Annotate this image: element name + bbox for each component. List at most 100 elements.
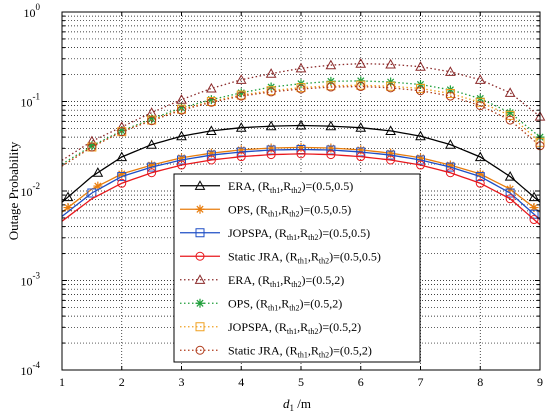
series-marker	[416, 83, 425, 93]
series-marker	[117, 172, 127, 182]
legend-label-part: JOPSPA, (R	[228, 320, 287, 334]
legend-label: Static JRA, (Rth1,Rth2)=(0.5,0.5)	[228, 249, 381, 265]
legend-label-part: th2	[308, 327, 318, 336]
series-marker	[116, 151, 128, 162]
series-0	[61, 119, 541, 203]
series-marker	[505, 194, 515, 204]
series-marker	[326, 150, 336, 160]
y-tick-label: 10-2	[21, 181, 41, 199]
x-tick-label: 4	[238, 375, 244, 389]
series-marker	[416, 160, 425, 170]
series-marker	[505, 108, 515, 118]
series-marker	[147, 162, 157, 172]
series-marker	[117, 127, 127, 137]
legend-label-part: )=(0.5,2)	[300, 296, 343, 310]
series-marker	[356, 152, 366, 162]
legend-label-part: ,R	[278, 296, 289, 310]
series-marker	[528, 191, 540, 202]
x-axis-label-unit: /m	[294, 396, 311, 411]
series-marker	[415, 61, 426, 71]
series-marker	[415, 130, 426, 141]
legend-label: JOPSPA, (Rth1,Rth2)=(0.5,2)	[228, 320, 361, 336]
legend-entry: Static JRA, (Rth1,Rth2)=(0.5,0.5)	[180, 249, 381, 265]
legend-label-part: JOPSPA, (R	[228, 226, 287, 240]
legend-label-part: ,R	[297, 320, 308, 334]
legend-entry: ERA, (Rth1,Rth2)=(0.5,0.5)	[180, 179, 353, 195]
series-marker	[505, 115, 515, 125]
legend-marker	[194, 274, 206, 284]
legend-label-part: Static JRA, (R	[228, 249, 298, 263]
series-marker	[386, 155, 396, 165]
legend-label-part: th1	[268, 209, 278, 218]
series-marker	[386, 83, 396, 93]
x-axis-label: d1 /m	[283, 396, 311, 413]
series-marker	[416, 86, 425, 96]
y-tick-exponent: -1	[33, 92, 41, 102]
legend-box	[173, 173, 421, 363]
legend-label-part: ERA, (R	[228, 273, 270, 287]
x-tick-label: 8	[477, 375, 483, 389]
series-marker	[296, 149, 306, 159]
series-marker	[386, 150, 396, 160]
legend-label-part: )=(0.5,2)	[329, 343, 372, 357]
legend-label-part: th2	[308, 233, 318, 242]
series-7	[61, 82, 545, 167]
series-group	[61, 58, 546, 226]
legend-label-part: )=(0.5,0.5)	[301, 179, 353, 193]
series-marker	[325, 120, 337, 131]
series-marker	[206, 125, 217, 135]
series-marker	[117, 126, 127, 136]
legend: ERA, (Rth1,Rth2)=(0.5,0.5)OPS, (Rth1,Rth…	[173, 173, 421, 363]
series-marker	[236, 145, 246, 155]
legend-label-part: th2	[289, 303, 299, 312]
series-marker	[266, 150, 276, 160]
series-marker	[117, 169, 127, 179]
series-marker	[147, 116, 157, 126]
legend-label: Static JRA, (Rth1,Rth2)=(0.5,2)	[228, 343, 372, 359]
legend-label-part: ,R	[297, 226, 308, 240]
series-marker	[529, 209, 539, 219]
series-marker	[117, 178, 127, 188]
series-marker	[236, 88, 246, 98]
series-marker	[236, 91, 246, 101]
series-marker	[445, 160, 455, 170]
y-axis-label: Outage Probability	[6, 141, 21, 240]
legend-label-part: ,R	[308, 343, 319, 357]
series-marker	[325, 59, 337, 70]
series-marker	[445, 66, 456, 76]
x-tick-label: 9	[537, 375, 543, 389]
series-marker	[355, 58, 367, 68]
x-tick-label: 3	[179, 375, 185, 389]
legend-entry: OPS, (Rth1,Rth2)=(0.5,0.5)	[180, 202, 351, 218]
x-tick-label: 5	[298, 375, 304, 389]
series-marker	[176, 94, 187, 104]
legend-entry: OPS, (Rth1,Rth2)=(0.5,2)	[180, 296, 342, 312]
legend-label: ERA, (Rth1,Rth2)=(0.5,2)	[228, 273, 344, 289]
series-marker	[416, 153, 425, 163]
series-marker	[356, 145, 366, 155]
legend-label-part: th2	[289, 209, 299, 218]
legend-label: ERA, (Rth1,Rth2)=(0.5,0.5)	[228, 179, 353, 195]
series-marker	[146, 139, 157, 149]
series-3	[61, 149, 541, 226]
legend-label-part: th1	[287, 327, 297, 336]
series-marker	[92, 167, 104, 177]
legend-marker	[194, 180, 206, 190]
legend-label-part: )=(0.5,2)	[318, 320, 361, 334]
legend-label-part: ,R	[280, 179, 291, 193]
x-tick-label: 7	[418, 375, 424, 389]
series-marker	[295, 119, 307, 130]
series-marker	[236, 152, 246, 162]
y-tick-exponent: -2	[33, 181, 41, 191]
legend-marker	[195, 228, 205, 238]
y-tick-label: 100	[24, 2, 41, 20]
series-marker	[147, 168, 157, 178]
series-marker	[206, 150, 216, 160]
series-marker	[87, 188, 97, 198]
legend-marker	[195, 345, 205, 355]
series-marker	[445, 162, 455, 172]
series-line	[61, 153, 541, 226]
series-marker	[504, 171, 516, 181]
